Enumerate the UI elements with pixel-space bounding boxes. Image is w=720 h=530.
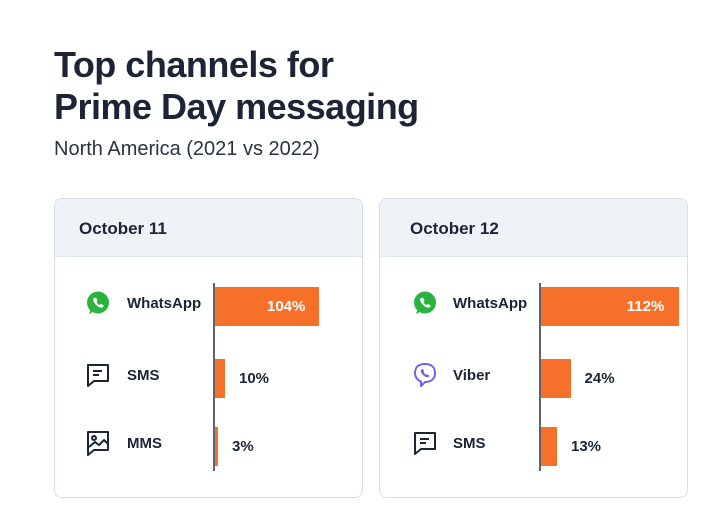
panel-october-11: October 11 WhatsApp 104% SMS 10% MMS 3% xyxy=(54,198,363,498)
panel-header xyxy=(380,199,687,257)
category-label: SMS xyxy=(127,367,160,384)
title-line-2: Prime Day messaging xyxy=(54,86,419,127)
axis-line xyxy=(213,283,215,471)
category-label: Viber xyxy=(453,367,491,384)
data-label: 112% xyxy=(626,298,665,315)
mms-icon xyxy=(85,430,111,456)
title-line-1: Top channels for xyxy=(54,44,334,85)
data-label: 104% xyxy=(267,298,306,315)
category-label: WhatsApp xyxy=(453,295,528,312)
data-label: 13% xyxy=(570,438,602,455)
panel-title: October 11 xyxy=(79,219,167,238)
panel-october-12: October 12 WhatsApp 112% Viber 24% SMS 13% xyxy=(379,198,688,498)
panel-header xyxy=(55,199,362,257)
category-label: SMS xyxy=(453,435,486,452)
data-label: 10% xyxy=(239,370,270,387)
bar xyxy=(541,427,557,466)
sms-icon xyxy=(412,430,438,456)
bar xyxy=(541,287,679,326)
whatsapp-icon xyxy=(412,290,438,316)
panel-title: October 12 xyxy=(410,219,499,238)
data-label: 24% xyxy=(584,370,615,387)
category-label: WhatsApp xyxy=(127,295,202,312)
category-label: MMS xyxy=(127,435,162,452)
bar xyxy=(215,359,225,398)
whatsapp-icon xyxy=(85,290,111,316)
bar xyxy=(215,287,319,326)
sms-icon xyxy=(85,362,111,388)
viber-icon xyxy=(412,362,438,388)
bar xyxy=(215,427,218,466)
bar xyxy=(541,359,571,398)
chart-subtitle: North America (2021 vs 2022) xyxy=(54,138,320,160)
chart-title: Top channels for Prime Day messaging xyxy=(54,44,419,128)
axis-line xyxy=(539,283,541,471)
data-label: 3% xyxy=(232,438,254,455)
